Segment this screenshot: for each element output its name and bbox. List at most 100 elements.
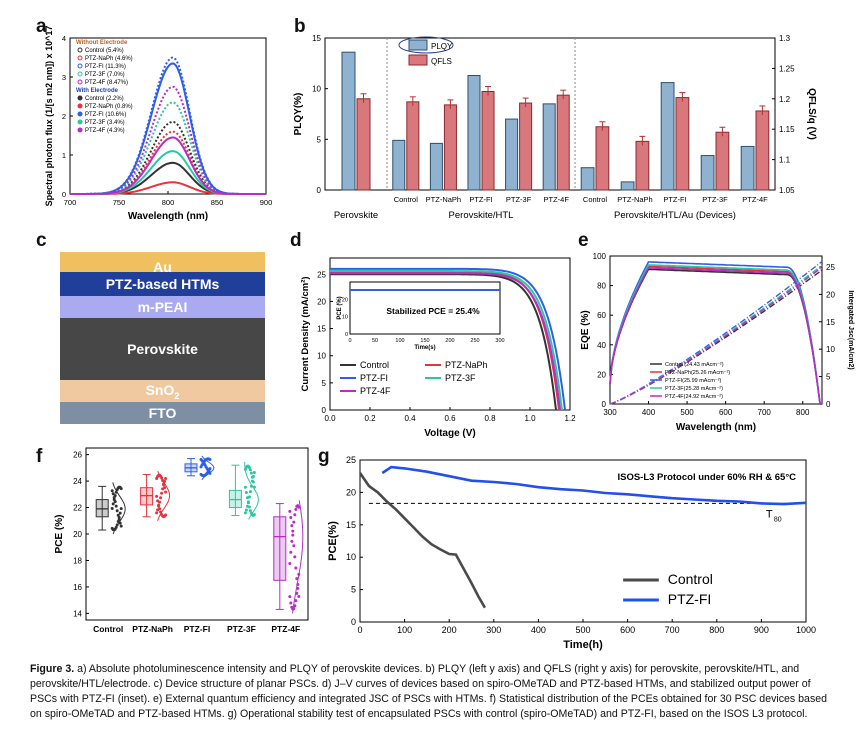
f-point bbox=[249, 484, 253, 488]
g-t80-label: T bbox=[766, 508, 773, 520]
d-inset-annotation: Stabilized PCE = 25.4% bbox=[386, 306, 480, 316]
e-xtick-label: 700 bbox=[758, 408, 772, 417]
g-xtick-label: 500 bbox=[575, 625, 590, 635]
a-xtick-label: 900 bbox=[260, 198, 273, 207]
f-point bbox=[243, 485, 247, 489]
b-qfls-bar bbox=[715, 131, 730, 191]
f-point bbox=[118, 511, 122, 515]
g-xtick-label: 600 bbox=[620, 625, 635, 635]
a-legend-entry: PTZ-NaPh (4.6%) bbox=[85, 56, 133, 62]
f-point bbox=[200, 473, 204, 477]
a-legend-entry: Control (5.4%) bbox=[85, 48, 124, 54]
layer-fto: FTO bbox=[60, 402, 265, 424]
f-point bbox=[155, 511, 159, 515]
f-point bbox=[248, 490, 252, 494]
f-point bbox=[111, 502, 115, 506]
layer-htm: PTZ-based HTMs bbox=[60, 272, 265, 296]
d-ytick-label: 0 bbox=[322, 406, 327, 415]
f-point bbox=[114, 504, 118, 508]
e2-ytick-label: 10 bbox=[826, 345, 835, 354]
g-xtick-label: 800 bbox=[709, 625, 724, 635]
f-point bbox=[113, 527, 117, 531]
f-point bbox=[289, 601, 293, 605]
f-point bbox=[297, 572, 301, 576]
a-legend-marker bbox=[77, 103, 83, 109]
b2-ytick-label: 1.3 bbox=[779, 34, 791, 43]
e-xtick-label: 800 bbox=[796, 408, 810, 417]
d-xtick-label: 0.6 bbox=[444, 414, 456, 423]
chart-g-stability: 0 100 200 300 400 500 600 700 800 900 1000 0 5 10 15 20… bbox=[327, 455, 816, 651]
chart-b-plqy-qfls: 0 5 10 15 1.05 1.1 1.15 1.2 1.25 1.3 PLQY(%) QFLS/q… bbox=[293, 34, 817, 221]
b-legend-qfls-swatch bbox=[408, 54, 428, 66]
f-point bbox=[208, 471, 212, 475]
f-point bbox=[295, 591, 299, 595]
panel-label-c: c bbox=[36, 230, 47, 251]
f-point bbox=[251, 475, 255, 479]
a-xtick-label: 700 bbox=[64, 198, 77, 207]
f-point bbox=[289, 550, 293, 554]
b-qfls-bar bbox=[556, 94, 570, 191]
f-distribution bbox=[244, 461, 259, 520]
g-xtick-label: 200 bbox=[442, 625, 457, 635]
a-legend-entry: PTZ-NaPh (0.8%) bbox=[85, 104, 133, 110]
panel-label-f: f bbox=[36, 446, 43, 467]
f-point bbox=[162, 483, 166, 487]
a-legend-marker bbox=[77, 63, 83, 69]
b-category-label: Control bbox=[394, 195, 419, 204]
e-eqe-line bbox=[609, 266, 822, 405]
d-legend-entry: PTZ-FI bbox=[360, 373, 388, 383]
e2-ytick-label: 20 bbox=[826, 290, 835, 299]
g-ytick-label: 10 bbox=[346, 552, 356, 562]
b-plqy-bar bbox=[467, 74, 481, 191]
b-plqy-bar bbox=[429, 142, 443, 191]
f-point bbox=[157, 504, 161, 508]
g-xtick-label: 900 bbox=[754, 625, 769, 635]
e-xlabel: Wavelength (nm) bbox=[676, 422, 756, 433]
g-xtick-label: 700 bbox=[665, 625, 680, 635]
chart-d-jv-curves: 0.0 0.2 0.4 0.6 0.8 1.0 1.2 0 5 10 15 20 25 Voltage (… bbox=[300, 257, 576, 439]
b-category-label: PTZ-FI bbox=[663, 195, 686, 204]
b-category-label: PTZ-NaPh bbox=[426, 195, 461, 204]
f-box bbox=[228, 489, 242, 509]
f-point bbox=[204, 458, 208, 462]
d-inset-xtick: 200 bbox=[445, 338, 454, 344]
g-ytick-label: 20 bbox=[346, 487, 356, 497]
f-point bbox=[115, 509, 119, 513]
b-qfls-bar bbox=[519, 102, 533, 191]
d-jv-line bbox=[330, 267, 566, 411]
a-legend-marker bbox=[77, 71, 83, 77]
d-inset-xtick: 100 bbox=[395, 338, 404, 344]
f-category-label: PTZ-FI bbox=[184, 624, 210, 634]
g-xtick-label: 400 bbox=[531, 625, 546, 635]
d-inset-xtick: 300 bbox=[495, 338, 504, 344]
b2-ytick-label: 1.1 bbox=[779, 156, 791, 165]
e-eqe-line bbox=[609, 261, 822, 405]
g-series-line bbox=[358, 472, 487, 609]
e2-ytick-label: 25 bbox=[826, 263, 835, 272]
f-point bbox=[290, 539, 294, 543]
d-ytick-label: 10 bbox=[317, 352, 326, 361]
f-point bbox=[243, 511, 247, 515]
f-point bbox=[161, 478, 165, 482]
g-xtick-label: 1000 bbox=[796, 625, 816, 635]
e-jsc-line bbox=[609, 269, 823, 405]
a-series-line bbox=[70, 136, 266, 195]
figure-caption: Figure 3. a) Absolute photoluminescence … bbox=[30, 662, 830, 722]
f-ytick-label: 24 bbox=[73, 477, 82, 486]
f-point bbox=[248, 468, 252, 472]
g-ylabel: PCE(%) bbox=[327, 521, 339, 561]
f-point bbox=[290, 605, 294, 609]
f-point bbox=[115, 523, 119, 527]
f-point bbox=[291, 533, 295, 537]
a-legend-entry: PTZ-FI (11.3%) bbox=[85, 64, 126, 70]
b-qfls-bar bbox=[443, 104, 457, 191]
f-point bbox=[119, 507, 123, 511]
a-legend-entry: PTZ-FI (10.6%) bbox=[85, 112, 126, 118]
a-legend-marker bbox=[77, 79, 83, 85]
b-legend-ellipse bbox=[398, 36, 454, 54]
f-ytick-label: 18 bbox=[73, 556, 82, 565]
g-xlabel: Time(h) bbox=[563, 639, 603, 651]
b-group-label: Perovskite/HTL bbox=[449, 210, 514, 221]
g-legend-entry: PTZ-FI bbox=[668, 591, 712, 607]
f-ytick-label: 20 bbox=[73, 530, 82, 539]
